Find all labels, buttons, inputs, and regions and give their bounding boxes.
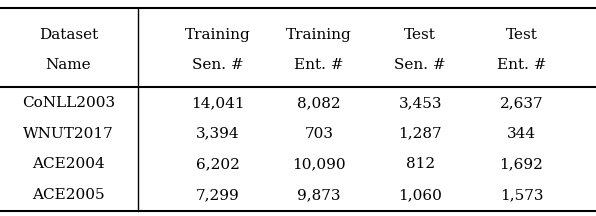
Text: Name: Name [46, 58, 91, 72]
Text: Dataset: Dataset [39, 28, 98, 41]
Text: 1,692: 1,692 [499, 157, 544, 172]
Text: 812: 812 [406, 157, 434, 172]
Text: CoNLL2003: CoNLL2003 [22, 96, 115, 110]
Text: 6,202: 6,202 [195, 157, 240, 172]
Text: 2,637: 2,637 [499, 96, 544, 110]
Text: Ent. #: Ent. # [496, 58, 547, 72]
Text: 1,060: 1,060 [398, 188, 442, 202]
Text: 1,573: 1,573 [500, 188, 543, 202]
Text: ACE2004: ACE2004 [32, 157, 105, 172]
Text: Sen. #: Sen. # [395, 58, 446, 72]
Text: Test: Test [505, 28, 538, 41]
Text: 3,453: 3,453 [399, 96, 442, 110]
Text: 8,082: 8,082 [297, 96, 341, 110]
Text: ACE2005: ACE2005 [32, 188, 105, 202]
Text: Training: Training [286, 28, 352, 41]
Text: 7,299: 7,299 [195, 188, 240, 202]
Text: 14,041: 14,041 [191, 96, 244, 110]
Text: 703: 703 [305, 127, 333, 141]
Text: 9,873: 9,873 [297, 188, 340, 202]
Text: 3,394: 3,394 [195, 127, 240, 141]
Text: WNUT2017: WNUT2017 [23, 127, 114, 141]
Text: Ent. #: Ent. # [294, 58, 344, 72]
Text: 1,287: 1,287 [398, 127, 442, 141]
Text: Test: Test [404, 28, 436, 41]
Text: Sen. #: Sen. # [192, 58, 243, 72]
Text: 10,090: 10,090 [292, 157, 346, 172]
Text: Training: Training [185, 28, 250, 41]
Text: 344: 344 [507, 127, 536, 141]
